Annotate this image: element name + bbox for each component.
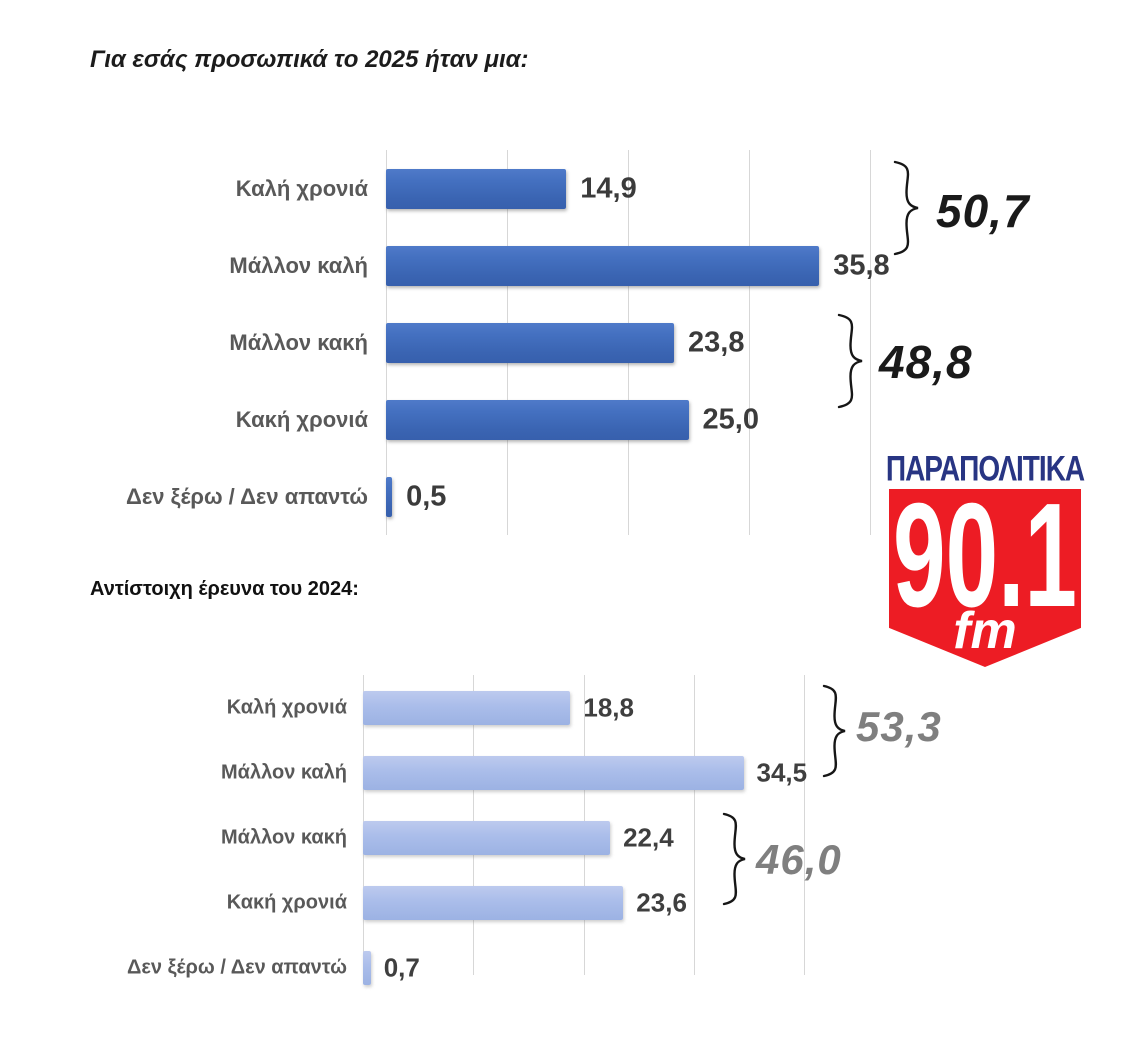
bar	[386, 476, 392, 517]
group-total-label: 46,0	[756, 836, 842, 883]
group-brace	[822, 684, 846, 778]
bar-value-label: 0,7	[383, 952, 420, 982]
category-label: Καλή χρονιά	[235, 175, 368, 201]
group-brace	[893, 160, 919, 256]
category-label: Μάλλον κακή	[229, 329, 368, 355]
bar-value-label: 22,4	[623, 822, 674, 852]
gridline	[804, 675, 806, 975]
bar	[386, 322, 674, 363]
gridline	[870, 150, 871, 535]
logo-shield-badge: 90.1 fm	[889, 489, 1081, 667]
radio-station-logo: ΠΑΡΑΠΟΛΙΤΙΚΑ 90.1 fm	[884, 449, 1086, 667]
bar-value-label: 14,9	[580, 172, 637, 204]
chart-title-2025: Για εσάς προσωπικά το 2025 ήταν μια:	[90, 46, 529, 73]
chart-title-2024: Αντίστοιχη έρευνα του 2024:	[90, 578, 359, 600]
bar	[386, 168, 567, 209]
bar	[363, 950, 371, 985]
bar-value-label: 34,5	[756, 757, 808, 787]
bar	[363, 885, 624, 920]
logo-fm-text: fm	[953, 602, 1017, 660]
bar	[386, 399, 689, 440]
group-brace	[837, 313, 863, 409]
category-label: Μάλλον καλή	[221, 761, 347, 783]
group-total-label: 50,7	[936, 185, 1030, 237]
category-label: Μάλλον κακή	[220, 826, 347, 848]
bar	[363, 820, 611, 855]
logo-frequency-text: 90.1	[893, 489, 1077, 611]
bar-value-label: 23,8	[688, 326, 745, 358]
category-label: Κακή χρονιά	[226, 891, 347, 913]
bar	[363, 755, 744, 790]
bar-value-label: 25,0	[702, 403, 759, 435]
gridline	[749, 150, 750, 535]
svg-text:90.1: 90.1	[893, 489, 1077, 611]
bar-value-label: 18,8	[583, 692, 634, 722]
group-brace	[722, 812, 746, 906]
category-label: Δεν ξέρω / Δεν απαντώ	[127, 956, 347, 978]
gridline	[693, 675, 695, 975]
category-label: Μάλλον καλή	[229, 252, 368, 278]
group-total-label: 53,3	[856, 703, 942, 750]
category-label: Δεν ξέρω / Δεν απαντώ	[126, 483, 368, 509]
category-label: Καλή χρονιά	[226, 696, 347, 718]
bar-value-label: 0,5	[406, 480, 447, 512]
category-label: Κακή χρονιά	[235, 406, 368, 432]
group-total-label: 48,8	[879, 336, 973, 388]
bar-value-label: 35,8	[833, 249, 890, 281]
logo-brand-text: ΠΑΡΑΠΟΛΙΤΙΚΑ	[885, 449, 1085, 488]
bar	[386, 245, 820, 286]
bar-value-label: 23,6	[636, 887, 687, 917]
bar	[363, 690, 571, 725]
